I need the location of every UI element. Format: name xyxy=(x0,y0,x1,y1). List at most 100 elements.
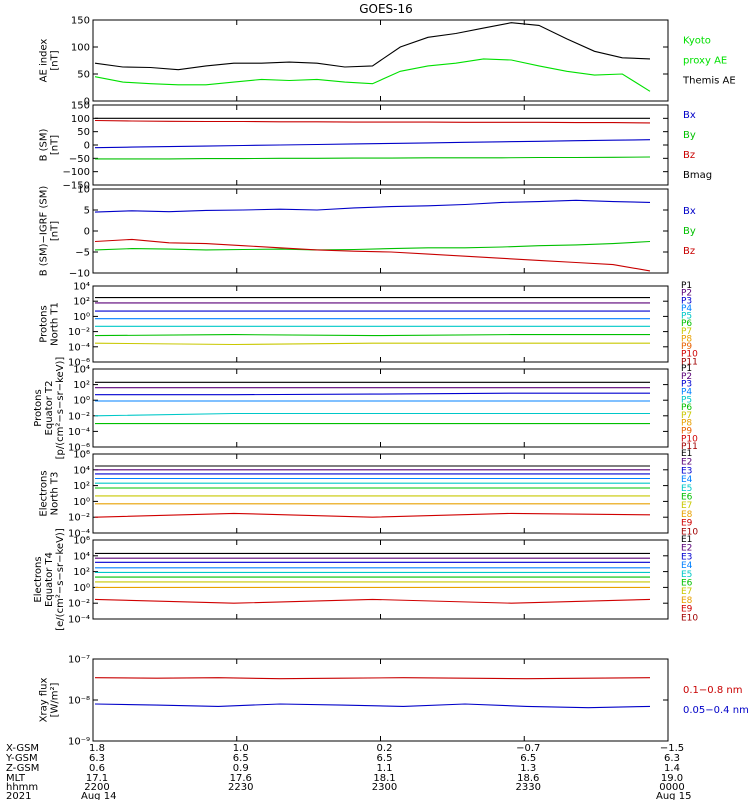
legend-entry: P6 xyxy=(681,403,692,413)
footer-value: 0.9 xyxy=(233,763,249,774)
y-axis-title: [nT] xyxy=(50,221,61,241)
y-tick-label: 150 xyxy=(71,101,90,112)
y-tick-label: 10⁶ xyxy=(73,536,90,547)
y-axis-title: [e/(cm²−s−sr−keV)] xyxy=(55,528,66,631)
y-tick-label: 10⁴ xyxy=(73,551,90,562)
legend-entry: By xyxy=(683,130,696,141)
y-tick-label: −150 xyxy=(63,181,90,192)
footer-value: 18.1 xyxy=(373,773,395,784)
y-tick-label: 10⁴ xyxy=(73,282,90,293)
y-tick-label: 10⁰ xyxy=(73,396,90,407)
footer-value: 19.0 xyxy=(661,773,683,784)
y-axis-title: North T1 xyxy=(50,302,61,346)
series-line-p6 xyxy=(94,334,650,337)
legend-entry: P6 xyxy=(681,319,692,329)
legend-entry: E10 xyxy=(681,613,698,623)
panel-xray: 10⁻⁷ 10⁻⁸ 10⁻⁹ Xray flux [W/m²] 0.1−0.8 nm 0.0… xyxy=(39,655,749,748)
y-tick-label: 10⁻² xyxy=(68,411,90,422)
footer-row-label: Y-GSM xyxy=(5,753,38,764)
panel-pn: 10⁴ 10² 10⁰ 10⁻² 10⁻⁴ 10⁻⁶ Protons North T1 P1P2… xyxy=(39,281,699,369)
y-tick-label: −10 xyxy=(69,269,90,280)
y-axis-title: B (SM)−IGRF (SM) xyxy=(39,186,50,277)
series-line-by xyxy=(94,240,651,251)
footer-value: 0000 xyxy=(659,782,684,793)
series-line-e9 xyxy=(94,598,651,604)
panel-ee: 10⁶ 10⁴ 10² 10⁰ 10⁻² 10⁻⁴ Electrons Equator T4[… xyxy=(33,528,698,631)
series-line-e9 xyxy=(94,512,651,518)
panel-bsm: 150 100 50 0 −50 −100 −150 B (SM) [nT] Bx By Bz Bmag xyxy=(39,101,713,192)
legend-entry: P4 xyxy=(681,304,692,314)
legend-entry: By xyxy=(683,226,696,237)
y-tick-label: 10⁻² xyxy=(68,327,90,338)
panel-pe: 10⁴ 10² 10⁰ 10⁻² 10⁻⁴ 10⁻⁶ Protons Equator T2 [p… xyxy=(33,357,698,460)
legend-entry: P11 xyxy=(681,442,698,452)
panel-frame xyxy=(92,104,669,186)
legend-entry: P1 xyxy=(681,364,692,374)
legend-entry: P2 xyxy=(681,372,692,382)
y-tick-label: 10⁴ xyxy=(73,465,90,476)
y-tick-label: 10² xyxy=(73,297,90,308)
legend-entry: Themis AE xyxy=(682,76,736,87)
footer-value: 1.0 xyxy=(233,743,249,754)
y-tick-label: 10⁻⁶ xyxy=(68,358,90,369)
legend-entry: proxy AE xyxy=(683,56,727,67)
panel-ae: 150 100 50 0 AE index [nT] Kyoto proxy AE Themis… xyxy=(39,16,736,108)
footer-value: 17.6 xyxy=(230,773,252,784)
legend-entry: Bx xyxy=(683,206,696,217)
legend-entry: P10 xyxy=(681,434,698,444)
y-tick-label: 10⁻⁴ xyxy=(68,615,90,626)
footer-row-label: MLT xyxy=(6,773,26,784)
y-tick-label: 10⁰ xyxy=(73,583,90,594)
series-line-p7 xyxy=(94,342,650,346)
legend-entry: E6 xyxy=(681,579,693,589)
legend-entry: P9 xyxy=(681,427,692,437)
y-axis-title: [nT] xyxy=(50,135,61,155)
legend-entry: P3 xyxy=(681,296,692,306)
legend-entry: E7 xyxy=(681,501,692,511)
y-axis-title: [nT] xyxy=(50,50,61,70)
legend-entry: E3 xyxy=(681,466,692,476)
legend-entry: P10 xyxy=(681,350,698,360)
orbit-footer: X-GSMY-GSMZ-GSMMLThhmm20211.86.30.617.12… xyxy=(5,743,691,800)
footer-value: 0.2 xyxy=(377,743,393,754)
series-line-0-1-0-8-nm xyxy=(94,677,651,680)
panel-frame xyxy=(92,368,669,448)
series-line-bz xyxy=(94,119,651,124)
legend-entry: P7 xyxy=(681,411,692,421)
legend-entry: Bz xyxy=(683,246,695,257)
y-tick-label: 10² xyxy=(73,481,90,492)
y-tick-label: 10⁰ xyxy=(73,497,90,508)
series-line-bz xyxy=(94,238,651,272)
footer-row-label: X-GSM xyxy=(6,743,39,754)
legend-entry: P5 xyxy=(681,312,692,322)
y-axis-title: AE index xyxy=(39,39,50,83)
y-tick-label: 10 xyxy=(77,185,90,196)
y-tick-label: −5 xyxy=(75,248,90,259)
legend-entry: E4 xyxy=(681,561,693,571)
y-tick-label: 10⁻² xyxy=(68,599,90,610)
y-tick-label: 0 xyxy=(84,97,90,108)
y-tick-label: 10⁻⁶ xyxy=(68,443,90,454)
panel-frame xyxy=(92,658,669,742)
y-tick-label: 50 xyxy=(77,127,90,138)
legend-entry: E1 xyxy=(681,535,692,545)
y-tick-label: 100 xyxy=(71,114,90,125)
legend-entry: E5 xyxy=(681,484,692,494)
y-tick-label: 10⁶ xyxy=(73,450,90,461)
y-axis-title: [W/m²] xyxy=(50,682,61,717)
y-axis-title: B (SM) xyxy=(39,128,50,161)
series-line-themis-ae xyxy=(94,22,651,71)
legend-entry: P9 xyxy=(681,342,692,352)
footer-value: −0.7 xyxy=(516,743,540,754)
y-tick-label: 0 xyxy=(84,141,90,152)
y-tick-label: 10⁻⁴ xyxy=(68,427,90,438)
y-axis-title: Xray flux xyxy=(39,678,50,723)
legend-entry: Bz xyxy=(683,150,695,161)
y-tick-label: 10⁰ xyxy=(73,312,90,323)
series-line-kyoto-proxy-ae xyxy=(94,58,651,92)
legend-entry: E9 xyxy=(681,519,693,529)
legend-entry: P3 xyxy=(681,380,692,390)
series-line-p5 xyxy=(94,412,650,417)
legend-entry: E10 xyxy=(681,527,698,537)
